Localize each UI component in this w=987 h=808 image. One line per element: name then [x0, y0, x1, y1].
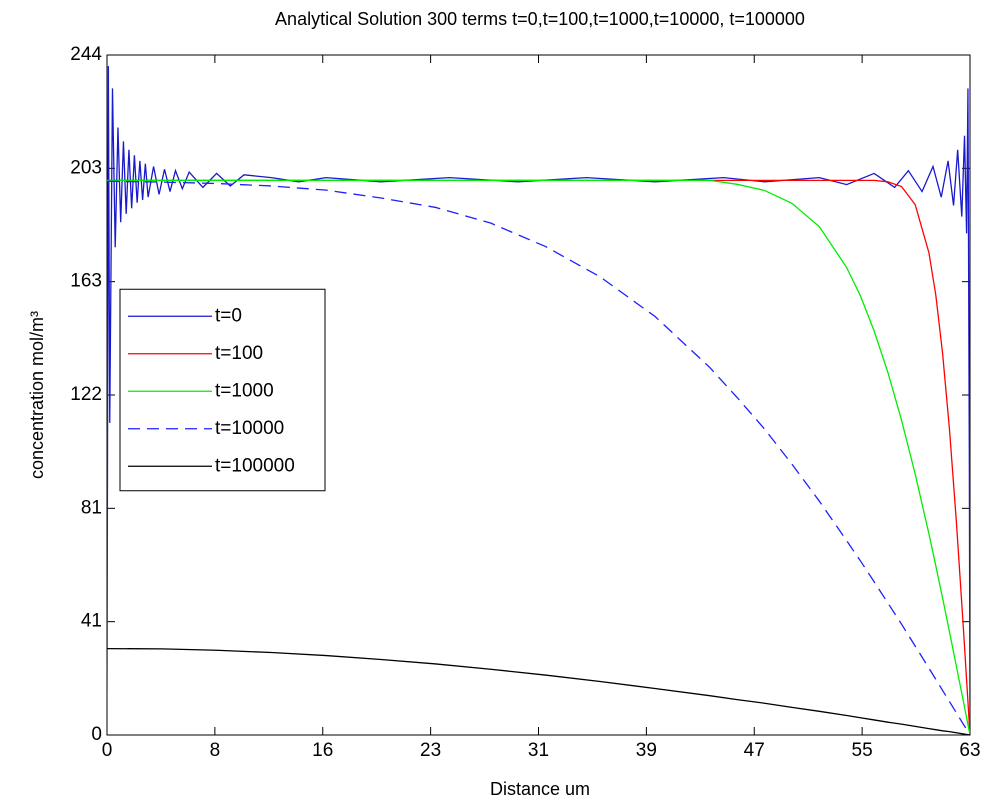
legend-label: t=0 [215, 305, 242, 326]
x-tick-label: 31 [528, 740, 549, 761]
y-tick-label: 163 [70, 271, 102, 292]
x-tick-label: 23 [420, 740, 441, 761]
series-line [107, 179, 970, 736]
series-line [107, 180, 970, 736]
y-tick-label: 244 [70, 44, 102, 65]
y-tick-label: 41 [81, 611, 102, 632]
legend-label: t=100 [215, 343, 263, 364]
legend: t=0 t=100 t=1000 t=10000 t=100000 [119, 288, 326, 492]
x-tick-label: 0 [102, 740, 113, 761]
x-tick-label: 47 [744, 740, 765, 761]
x-tick-label: 39 [636, 740, 657, 761]
x-tick-label: 16 [312, 740, 333, 761]
series-line [107, 647, 970, 736]
chart-title: Analytical Solution 300 terms t=0,t=100,… [275, 9, 805, 29]
x-tick-label: 8 [210, 740, 221, 761]
y-tick-label: 81 [81, 497, 102, 518]
y-tick-label: 0 [91, 724, 102, 745]
legend-label: t=10000 [215, 418, 284, 439]
y-axis-label: concentration mol/m³ [27, 311, 47, 479]
legend-label: t=100000 [215, 455, 295, 476]
series-line [107, 66, 970, 736]
x-tick-label: 63 [959, 740, 980, 761]
legend-box [119, 288, 326, 492]
legend-label: t=1000 [215, 380, 274, 401]
x-tick-label: 55 [852, 740, 873, 761]
plot-area: 0 8 16 23 31 39 47 55 63 0 41 81 122 163 203 244 t=0 t=10… [70, 44, 980, 761]
x-axis-label: Distance um [490, 779, 590, 799]
y-tick-label: 122 [70, 384, 102, 405]
y-tick-label: 203 [70, 157, 102, 178]
